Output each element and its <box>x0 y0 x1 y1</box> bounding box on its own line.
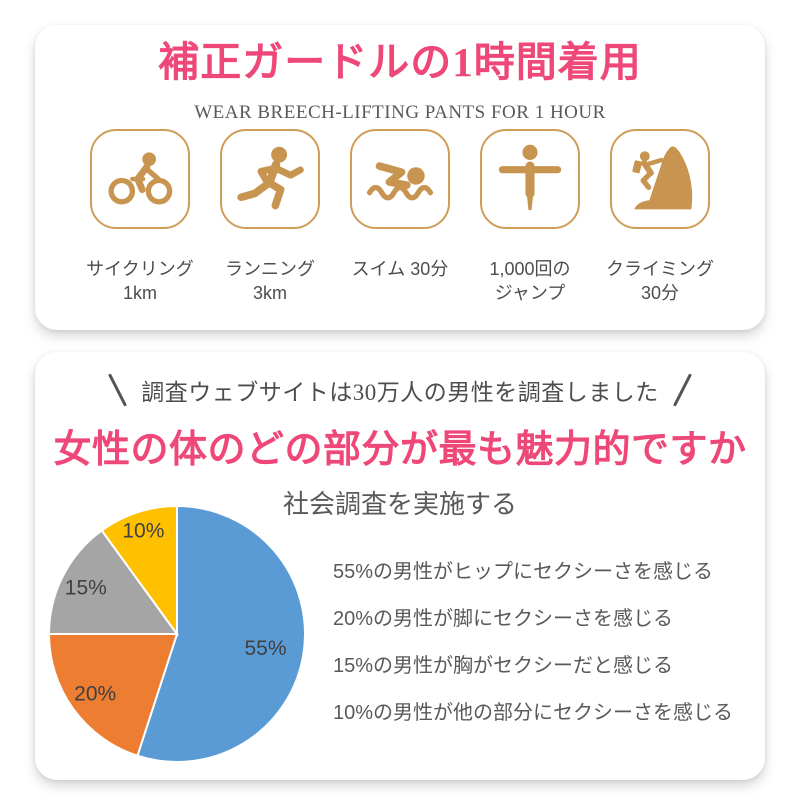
activity-label: クライミング 30分 <box>606 259 714 303</box>
activity-climbing: クライミング 30分 <box>595 129 725 305</box>
pie-slice-他の部分 <box>100 504 178 638</box>
activity-equivalence-card: 補正ガードルの1時間着用 WEAR BREECH-LIFTING PANTS F… <box>35 25 765 330</box>
fact-others: 10%の男性が他の部分にセクシーさを感じる <box>333 702 734 724</box>
pie-slice-label: 15% <box>65 577 107 600</box>
survey-question-headline: 女性の体のどの部分が最も魅力的ですか <box>53 429 747 471</box>
card-subtitle-en: WEAR BREECH-LIFTING PANTS FOR 1 HOUR <box>194 102 606 123</box>
activity-jumping: 1,000回の ジャンプ <box>465 129 595 305</box>
right-slash-decoration <box>672 373 692 407</box>
swimming-icon <box>350 129 450 229</box>
survey-tagline: 調査ウェブサイトは30万人の男性を調査しました <box>35 372 765 408</box>
pie-slice-ヒップ <box>136 504 306 763</box>
pie-slice-label: 55% <box>244 637 286 660</box>
survey-facts-list: 55%の男性がヒップにセクシーさを感じる 20%の男性が脚にセクシーさを感じる … <box>333 561 733 749</box>
activity-label: ランニング 3km <box>225 259 315 303</box>
climbing-icon <box>610 129 710 229</box>
activity-cycling: サイクリング 1km <box>75 129 205 305</box>
pie-slice-label: 20% <box>74 682 116 705</box>
activity-running: ランニング 3km <box>205 129 335 305</box>
survey-result-card: 調査ウェブサイトは30万人の男性を調査しました 女性の体のどの部分が最も魅力的で… <box>35 352 765 780</box>
activity-label: スイム 30分 <box>351 259 449 279</box>
activity-row: サイクリング 1km ランニング 3km <box>35 129 765 305</box>
pie-slice-脚 <box>47 633 179 758</box>
cycling-icon <box>90 129 190 229</box>
pie-chart: 55% 20% 15% 10% <box>47 504 307 764</box>
activity-label: 1,000回の ジャンプ <box>489 259 571 303</box>
fact-chest: 15%の男性が胸がセクシーだと感じる <box>333 655 674 677</box>
pie-slice-label: 10% <box>122 520 164 543</box>
survey-tagline-text: 調査ウェブサイトは30万人の男性を調査しました <box>141 380 659 405</box>
pie-chart-svg: 55% 20% 15% 10% <box>47 504 306 763</box>
activity-label: サイクリング 1km <box>86 259 194 303</box>
jumping-icon <box>480 129 580 229</box>
card-title: 補正ガードルの1時間着用 <box>158 39 642 85</box>
left-slash-decoration <box>108 373 128 407</box>
activity-swimming: スイム 30分 <box>335 129 465 305</box>
fact-hips: 55%の男性がヒップにセクシーさを感じる <box>333 561 714 583</box>
survey-subheadline: 社会調査を実施する <box>282 490 517 519</box>
running-icon <box>220 129 320 229</box>
pie-slice-胸 <box>47 529 179 635</box>
fact-legs: 20%の男性が脚にセクシーさを感じる <box>333 608 674 630</box>
